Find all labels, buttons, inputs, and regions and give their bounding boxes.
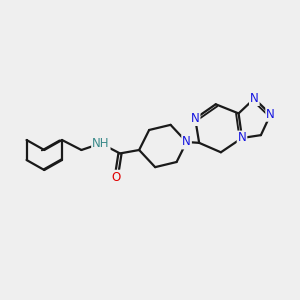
Text: N: N: [238, 131, 246, 145]
Text: N: N: [250, 92, 259, 105]
Text: N: N: [191, 112, 200, 125]
Text: NH: NH: [92, 137, 110, 150]
Text: N: N: [266, 108, 275, 121]
Text: O: O: [112, 171, 121, 184]
Text: N: N: [182, 136, 191, 148]
